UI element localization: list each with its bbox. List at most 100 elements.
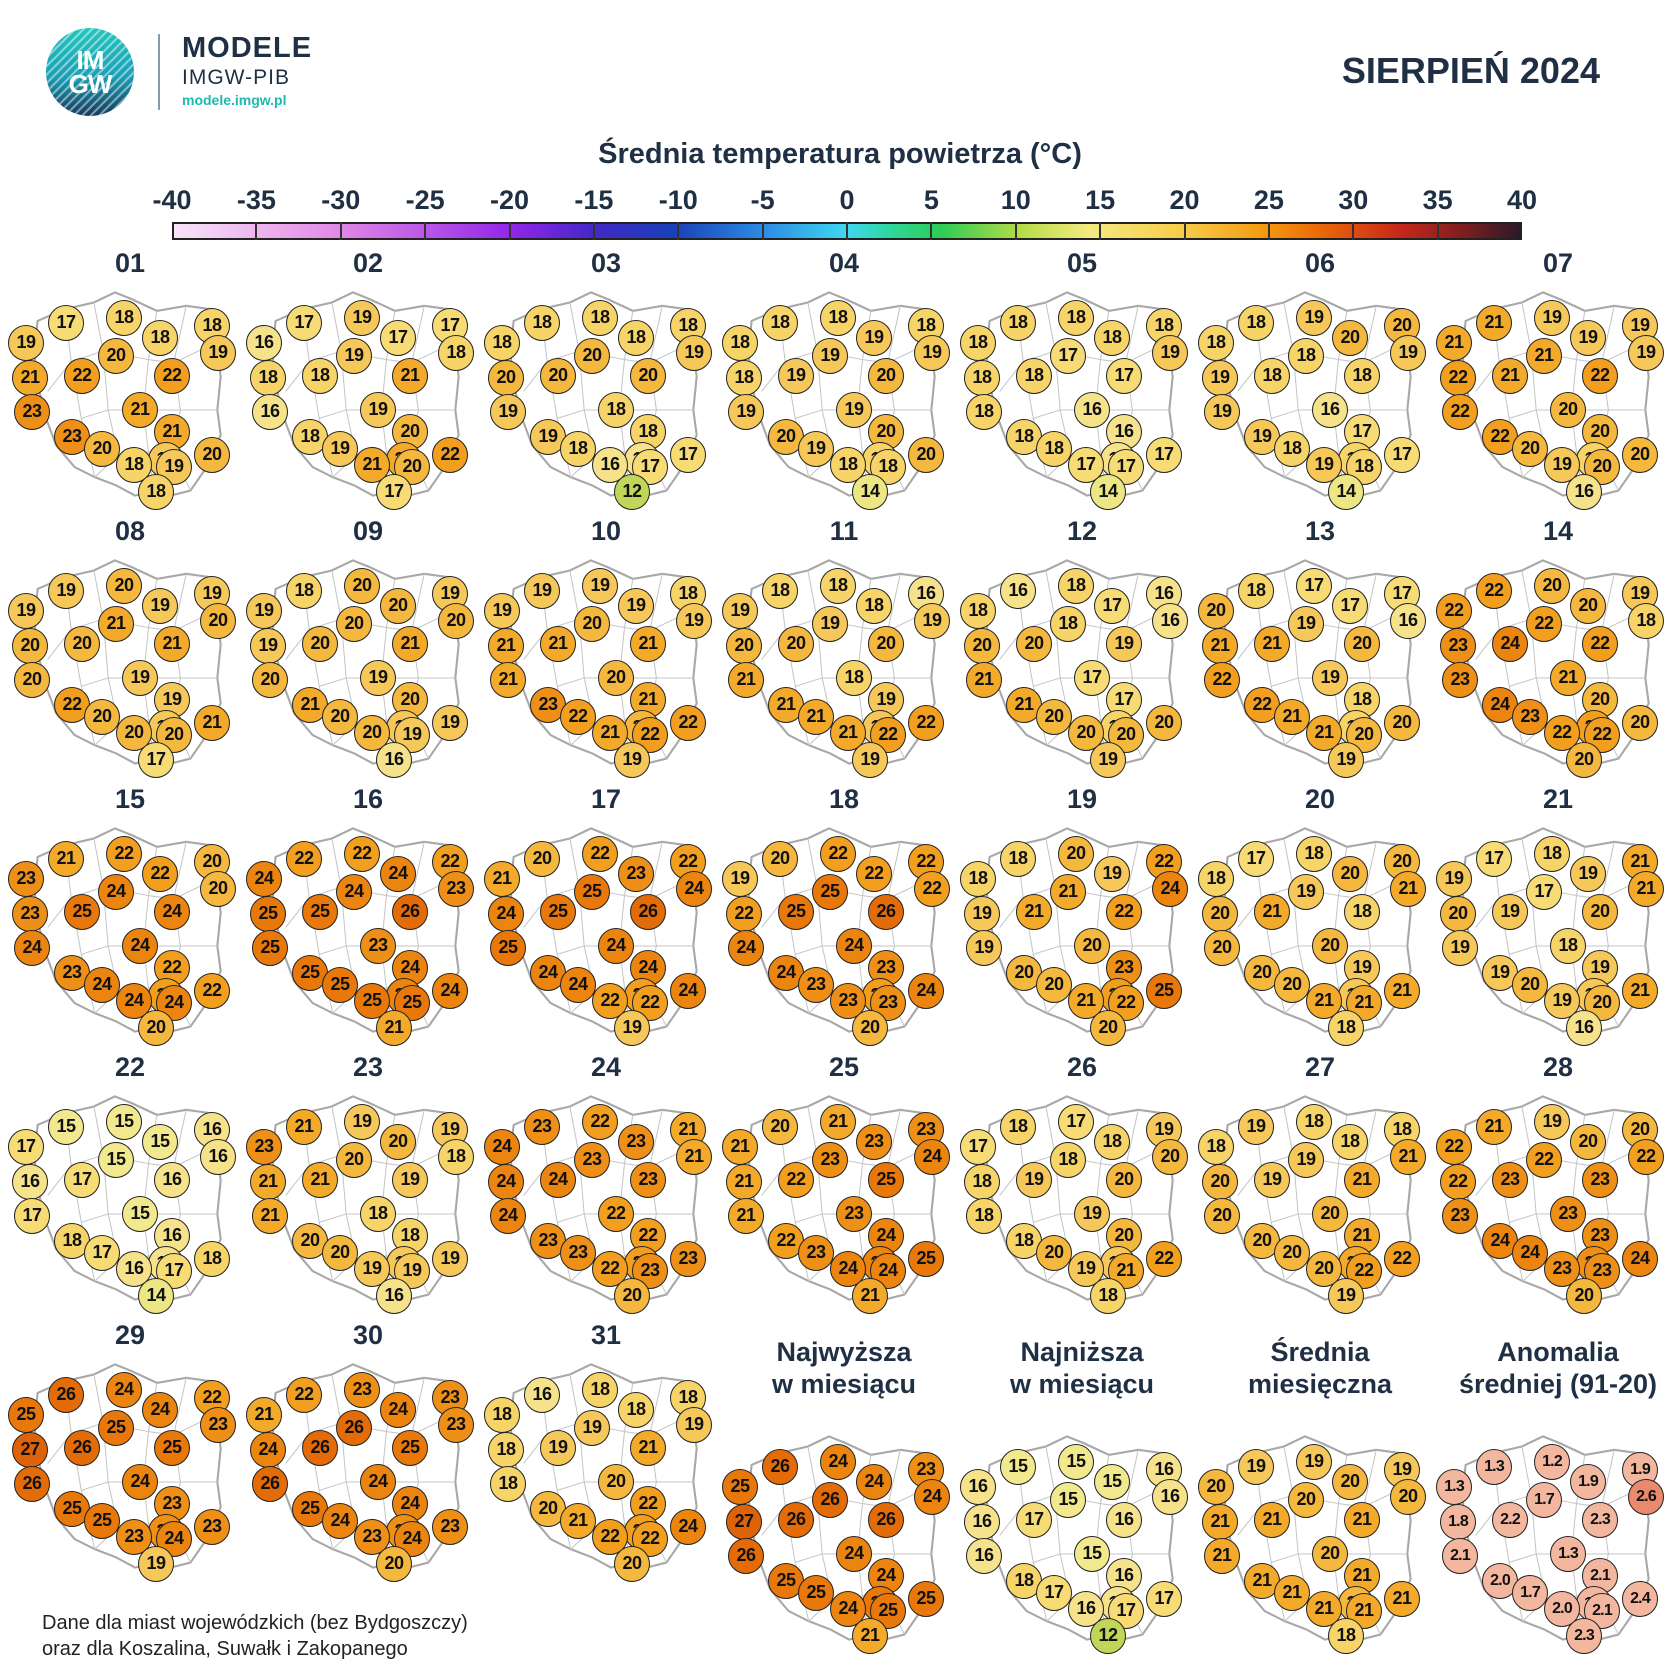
city-value-torun: 21 [98, 606, 134, 643]
city-value-opole: 19 [322, 430, 358, 467]
city-value-koszalin: 21 [286, 1108, 322, 1145]
city-value-opole: 23 [798, 966, 834, 1003]
logo-url[interactable]: modele.imgw.pl [182, 92, 287, 108]
city-value-rzeszow: 21 [1622, 973, 1658, 1010]
city-value-szczecin: 25 [722, 1468, 758, 1505]
city-value-zielona-gora: 22 [1442, 393, 1478, 430]
city-value-zakopane: 20 [376, 1546, 412, 1583]
city-value-rzeszow: 20 [1622, 705, 1658, 742]
city-value-olsztyn: 17 [380, 319, 416, 356]
city-value-poznan: 20 [302, 626, 338, 663]
city-value-szczecin: 17 [960, 1128, 996, 1165]
city-value-opole: 24 [322, 1502, 358, 1539]
city-value-krakow: 21 [1346, 1593, 1382, 1630]
city-value-gorzow: 22 [1440, 360, 1476, 397]
city-value-lodz: 15 [1074, 1536, 1110, 1572]
city-value-opole: 20 [1274, 1234, 1310, 1271]
city-value-koszalin: 18 [1000, 1108, 1036, 1145]
city-value-lodz: 19 [1312, 660, 1348, 696]
city-value-lodz: 24 [360, 1464, 396, 1500]
city-value-gorzow: 22 [1440, 1164, 1476, 1201]
city-value-torun: 25 [574, 874, 610, 911]
city-value-opole: 20 [84, 698, 120, 735]
city-value-zielona-gora: 16 [252, 393, 288, 430]
city-value-zielona-gora: 22 [1204, 661, 1240, 698]
colorbar-tick-label: 0 [839, 185, 855, 215]
day-map-08: 0819192019192020202121201919222019202021… [8, 516, 248, 779]
city-value-gorzow: 16 [964, 1504, 1000, 1541]
summary-label-line-2: w miesiącu [1009, 1369, 1155, 1399]
day-label: 09 [352, 516, 384, 546]
city-value-opole: 20 [1036, 1234, 1072, 1271]
city-value-szczecin: 22 [1436, 1128, 1472, 1165]
city-value-gdansk: 18 [106, 299, 142, 336]
city-value-rzeszow: 19 [432, 705, 468, 742]
city-value-bialystok: 19 [914, 602, 950, 639]
city-value-bialystok: 24 [1152, 870, 1188, 907]
colorbar-title: Średnia temperatura powietrza (°C) [598, 138, 1082, 170]
city-value-szczecin: 16 [960, 1468, 996, 1505]
city-value-koszalin: 15 [48, 1108, 84, 1145]
city-value-koszalin: 20 [762, 840, 798, 877]
city-value-opole: 21 [1274, 698, 1310, 735]
city-value-olsztyn: 20 [1332, 1463, 1368, 1500]
city-value-gorzow: 24 [488, 1164, 524, 1201]
city-value-torun: 19 [1288, 874, 1324, 911]
city-value-koszalin: 17 [1476, 840, 1512, 877]
city-value-opole: 20 [1274, 966, 1310, 1003]
city-value-poznan: 21 [540, 626, 576, 663]
city-value-szczecin: 18 [1198, 860, 1234, 897]
city-value-bialystok: 23 [438, 870, 474, 907]
city-value-poznan: 25 [302, 894, 338, 931]
city-value-bialystok: 19 [676, 1406, 712, 1443]
city-value-olsztyn: 23 [856, 1123, 892, 1160]
city-value-torun: 24 [336, 874, 372, 911]
city-value-poznan: 21 [1254, 1502, 1290, 1539]
city-value-rzeszow: 18 [194, 1241, 230, 1278]
day-map-10: 1019191919181921212021212021232220212222… [484, 516, 724, 779]
city-value-koszalin: 22 [286, 1376, 322, 1413]
city-value-opole: 19 [798, 430, 834, 467]
city-value-olsztyn: 19 [1570, 855, 1606, 892]
city-value-bialystok: 16 [1152, 1478, 1188, 1515]
city-value-zakopane: 20 [138, 1010, 174, 1047]
city-value-szczecin: 20 [1198, 592, 1234, 629]
city-value-szczecin: 21 [722, 1128, 758, 1165]
city-value-gdansk: 19 [1296, 299, 1332, 336]
city-value-koszalin: 21 [48, 840, 84, 877]
city-value-zielona-gora: 21 [728, 661, 764, 698]
city-value-olsztyn: 22 [856, 855, 892, 892]
city-value-koszalin: 18 [1000, 304, 1036, 341]
city-value-torun: 19 [574, 1410, 610, 1447]
city-value-szczecin: 18 [484, 1396, 520, 1433]
summary-label-line-2: miesięczna [1247, 1369, 1393, 1399]
city-value-torun: 21 [1526, 338, 1562, 375]
city-value-suwalki: 18 [1146, 308, 1182, 344]
city-value-opole: 20 [322, 698, 358, 735]
city-value-zakopane: 14 [1090, 474, 1126, 511]
city-value-lodz: 19 [836, 392, 872, 428]
summary-label-line-1: Najwyższa [776, 1337, 912, 1367]
city-value-rzeszow: 17 [1146, 437, 1182, 474]
city-value-zielona-gora: 25 [490, 929, 526, 966]
city-value-zielona-gora: 21 [490, 661, 526, 698]
city-value-opole: 25 [798, 1574, 834, 1611]
day-label: 25 [828, 1052, 860, 1082]
city-value-szczecin: 19 [8, 592, 44, 629]
city-value-olsztyn: 19 [618, 587, 654, 624]
city-value-gorzow: 21 [488, 628, 524, 665]
day-label: 10 [590, 516, 622, 546]
city-value-poznan: 21 [1492, 358, 1528, 395]
city-value-bialystok: 18 [1628, 602, 1664, 639]
logo-badge-bottom: GW [68, 69, 113, 99]
month-title: SIERPIEŃ 2024 [1341, 50, 1600, 91]
city-value-warszawa: 18 [1344, 358, 1380, 395]
city-value-wroclaw: 25 [292, 1490, 328, 1527]
city-value-szczecin: 22 [1436, 592, 1472, 629]
city-value-bialystok: 16 [1390, 602, 1426, 639]
city-value-gorzow: 24 [488, 896, 524, 933]
city-value-torun: 23 [574, 1142, 610, 1179]
city-value-gdansk: 20 [1058, 835, 1094, 872]
city-value-olsztyn: 18 [1094, 319, 1130, 356]
city-value-torun: 19 [336, 338, 372, 375]
